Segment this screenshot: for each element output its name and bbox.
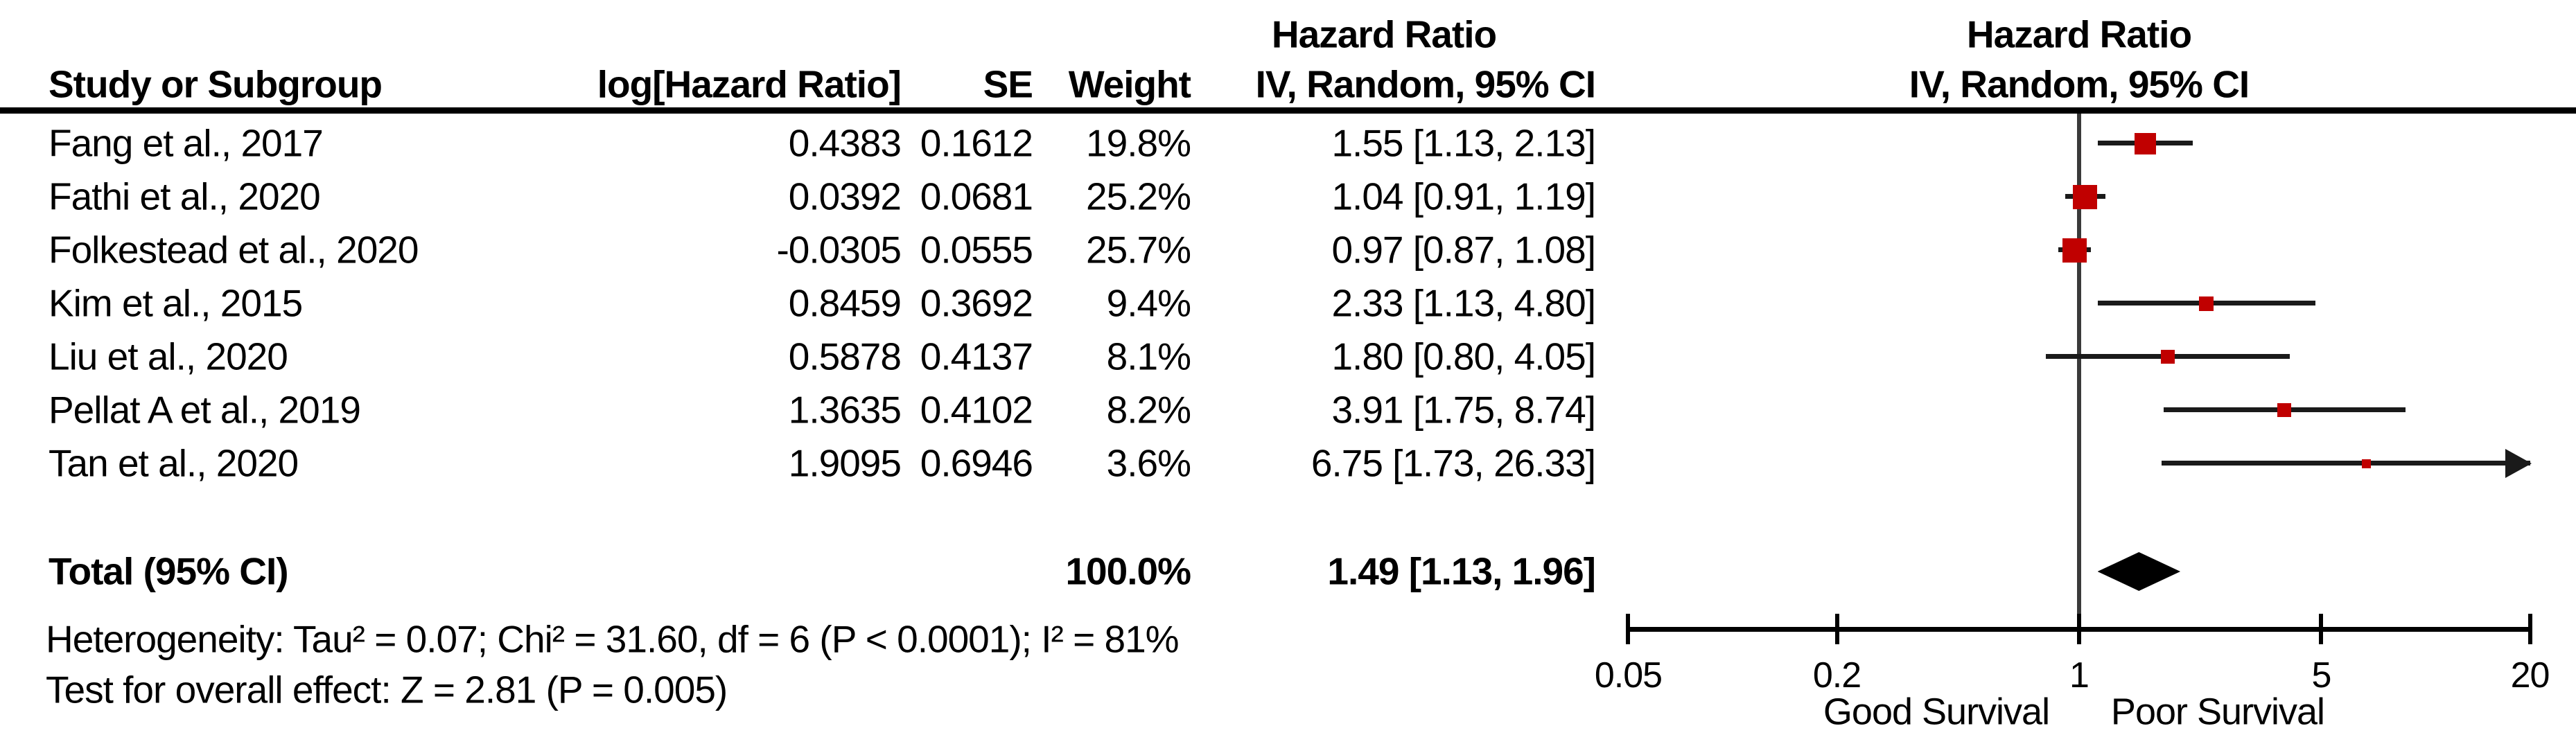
effect-marker [2062, 238, 2087, 263]
axis-tick-label: 20 [2510, 655, 2550, 696]
study-label: Kim et al., 2015 [49, 281, 303, 325]
ci-arrow-right [2505, 449, 2532, 478]
axis-right-label: Poor Survival [2110, 691, 2325, 733]
col-header-study: Study or Subgroup [49, 62, 383, 106]
col-header-weight: Weight [1068, 62, 1191, 106]
study-weight: 8.1% [1106, 335, 1191, 378]
study-loghr: 1.9095 [788, 441, 902, 485]
left-hazard-ratio-title: Hazard Ratio [1271, 12, 1497, 56]
study-ci: 1.04 [0.91, 1.19] [1331, 175, 1596, 218]
axis-tick-label: 1 [2069, 655, 2089, 696]
axis-tick [2077, 614, 2081, 644]
right-hazard-ratio-title: Hazard Ratio [1966, 12, 2192, 56]
study-ci: 2.33 [1.13, 4.80] [1331, 281, 1596, 325]
study-weight: 9.4% [1106, 281, 1191, 325]
study-loghr: 0.0392 [788, 175, 902, 218]
study-label: Liu et al., 2020 [49, 335, 288, 378]
total-row-weight: 100.0% [1065, 549, 1191, 593]
study-weight: 25.2% [1086, 175, 1191, 218]
col-header-se: SE [983, 62, 1033, 106]
study-weight: 3.6% [1106, 441, 1191, 485]
study-loghr: 0.8459 [788, 281, 902, 325]
effect-marker [2199, 296, 2214, 311]
study-ci: 0.97 [0.87, 1.08] [1331, 228, 1596, 272]
axis-tick [2319, 614, 2324, 644]
col-header-loghr: log[Hazard Ratio] [597, 62, 902, 106]
axis-tick [2527, 614, 2532, 644]
total-row-ci: 1.49 [1.13, 1.96] [1327, 549, 1596, 593]
axis-tick-label: 0.2 [1812, 655, 1861, 696]
study-label: Pellat A et al., 2019 [49, 388, 361, 432]
study-loghr: 0.4383 [788, 121, 902, 165]
study-loghr: 1.3635 [788, 388, 902, 432]
study-ci: 3.91 [1.75, 8.74] [1331, 388, 1596, 432]
no-effect-guide-line [2077, 114, 2081, 631]
study-loghr: 0.5878 [788, 335, 902, 378]
effect-marker [2160, 350, 2175, 364]
study-weight: 19.8% [1086, 121, 1191, 165]
effect-marker [2134, 132, 2156, 154]
col-header-ci: IV, Random, 95% CI [1255, 62, 1596, 106]
axis-tick [1626, 614, 1631, 644]
study-label: Tan et al., 2020 [49, 441, 299, 485]
study-label: Fathi et al., 2020 [49, 175, 321, 218]
study-ci: 1.80 [0.80, 4.05] [1331, 335, 1596, 378]
overall-effect-note: Test for overall effect: Z = 2.81 (P = 0… [46, 668, 728, 711]
total-row-label: Total (95% CI) [49, 549, 289, 593]
study-se: 0.4102 [920, 388, 1033, 432]
study-loghr: -0.0305 [776, 228, 902, 272]
study-se: 0.4137 [920, 335, 1033, 378]
study-se: 0.6946 [920, 441, 1033, 485]
heterogeneity-note: Heterogeneity: Tau² = 0.07; Chi² = 31.60… [46, 617, 1180, 661]
effect-marker [2362, 459, 2372, 468]
study-weight: 8.2% [1106, 388, 1191, 432]
ci-line [2162, 461, 2530, 466]
study-label: Fang et al., 2017 [49, 121, 324, 165]
axis-left-label: Good Survival [1823, 691, 2050, 733]
study-se: 0.1612 [920, 121, 1033, 165]
col-header-ci-right: IV, Random, 95% CI [1909, 62, 2250, 106]
effect-marker [2277, 403, 2292, 417]
study-se: 0.0681 [920, 175, 1033, 218]
study-ci: 6.75 [1.73, 26.33] [1311, 441, 1596, 485]
effect-marker [2073, 184, 2098, 209]
study-ci: 1.55 [1.13, 2.13] [1331, 121, 1596, 165]
header-divider-line [0, 107, 2576, 114]
study-weight: 25.7% [1086, 228, 1191, 272]
axis-tick-label: 0.05 [1594, 655, 1663, 696]
total-diamond [2097, 552, 2181, 591]
axis-tick-label: 5 [2311, 655, 2332, 696]
axis-tick [1834, 614, 1839, 644]
study-label: Folkestead et al., 2020 [49, 228, 419, 272]
study-se: 0.0555 [920, 228, 1033, 272]
study-se: 0.3692 [920, 281, 1033, 325]
